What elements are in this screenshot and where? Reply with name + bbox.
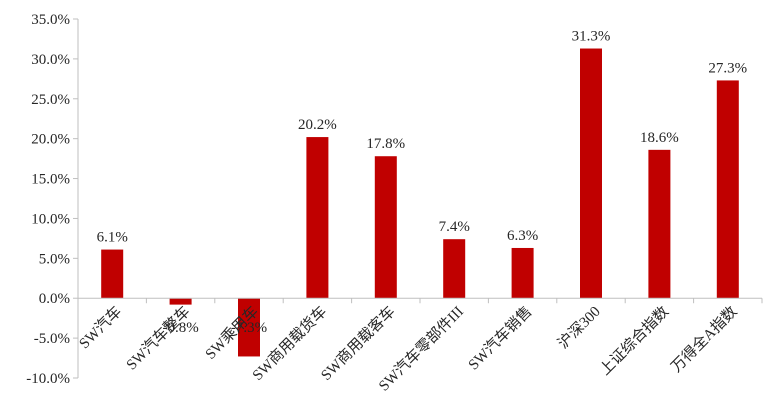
y-axis: 35.0% 30.0% 25.0% 20.0% 15.0% 10.0% 5.0% 0.0% -5… (26, 12, 79, 387)
y-tick-label: 35.0% (31, 12, 70, 28)
bar (169, 298, 192, 305)
data-label: 7.4% (439, 219, 470, 235)
x-tick-label: 上证综合指数 (597, 303, 673, 379)
data-label: 27.3% (708, 60, 747, 76)
bar (580, 48, 602, 299)
bar (238, 298, 260, 357)
y-tick-label: 10.0% (31, 211, 70, 227)
bar (101, 249, 124, 299)
data-labels: 6.1% -0.8% -7.3% 20.2% 17.8% 7.4% 6.3% 31.3% 18.… (97, 29, 748, 337)
data-label: -0.8% (162, 320, 198, 336)
bars (101, 48, 739, 357)
data-label: 31.3% (572, 29, 611, 45)
bar (374, 156, 397, 299)
bar (716, 80, 739, 299)
data-label: 17.8% (366, 136, 405, 152)
y-tick-label: 25.0% (31, 92, 70, 108)
data-label: 20.2% (298, 117, 337, 133)
y-tick-label: -10.0% (26, 371, 70, 387)
y-tick-label: 20.0% (31, 132, 70, 148)
y-tick-label: 5.0% (39, 251, 70, 267)
data-label: 6.3% (507, 228, 538, 244)
x-tick-label: SW汽车整车 (123, 303, 193, 373)
data-label: 6.1% (97, 230, 128, 246)
y-tick-label: 0.0% (39, 291, 70, 307)
y-tick-label: 30.0% (31, 52, 70, 68)
y-tick-label: -5.0% (34, 331, 70, 347)
bar (306, 137, 329, 299)
bar (648, 149, 671, 299)
data-label: 18.6% (640, 130, 679, 146)
x-tick-label: 万得全A指数 (667, 302, 740, 375)
x-tick-label: 沪深300 (555, 303, 604, 352)
bar (511, 247, 534, 299)
x-tick-label: SW汽车销售 (465, 303, 535, 373)
x-tick-label: SW汽车 (76, 303, 125, 352)
bar (443, 239, 466, 299)
data-label: -7.3% (231, 320, 267, 336)
y-tick-label: 15.0% (31, 172, 70, 188)
